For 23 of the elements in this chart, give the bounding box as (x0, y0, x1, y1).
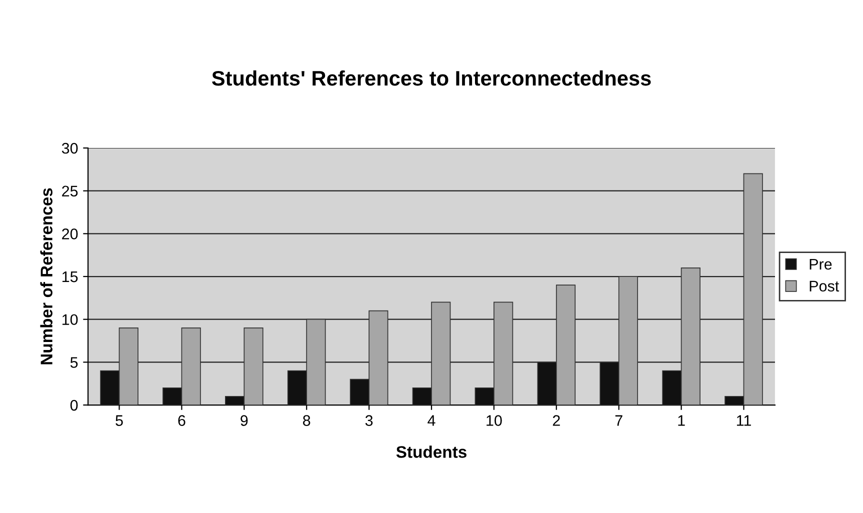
x-tick-label: 8 (303, 415, 310, 426)
y-axis-title: Number of References (40, 188, 52, 364)
x-tick-label: 11 (736, 415, 751, 426)
legend-label: Pre (810, 259, 832, 270)
x-tick-label: 1 (678, 415, 685, 426)
y-tick-label: 25 (62, 186, 78, 197)
x-axis-title: Students (396, 446, 466, 458)
x-tick-label: 5 (116, 415, 123, 426)
x-tick-label: 3 (365, 415, 373, 426)
x-tick-label: 10 (486, 415, 502, 426)
legend-label: Post (810, 280, 840, 292)
y-tick-label: 30 (62, 142, 78, 154)
y-tick-label: 0 (70, 400, 78, 411)
x-tick-label: 6 (178, 415, 186, 426)
chart-title: Students' References to Interconnectedness (212, 70, 651, 86)
x-tick-label: 4 (428, 415, 436, 426)
x-tick-label: 2 (552, 415, 560, 426)
y-tick-label: 10 (62, 314, 78, 326)
y-tick-label: 15 (62, 272, 78, 282)
y-tick-label: 20 (62, 228, 78, 240)
y-tick-label: 5 (70, 357, 78, 368)
x-tick-label: 7 (615, 415, 622, 426)
x-tick-label: 9 (240, 415, 248, 426)
